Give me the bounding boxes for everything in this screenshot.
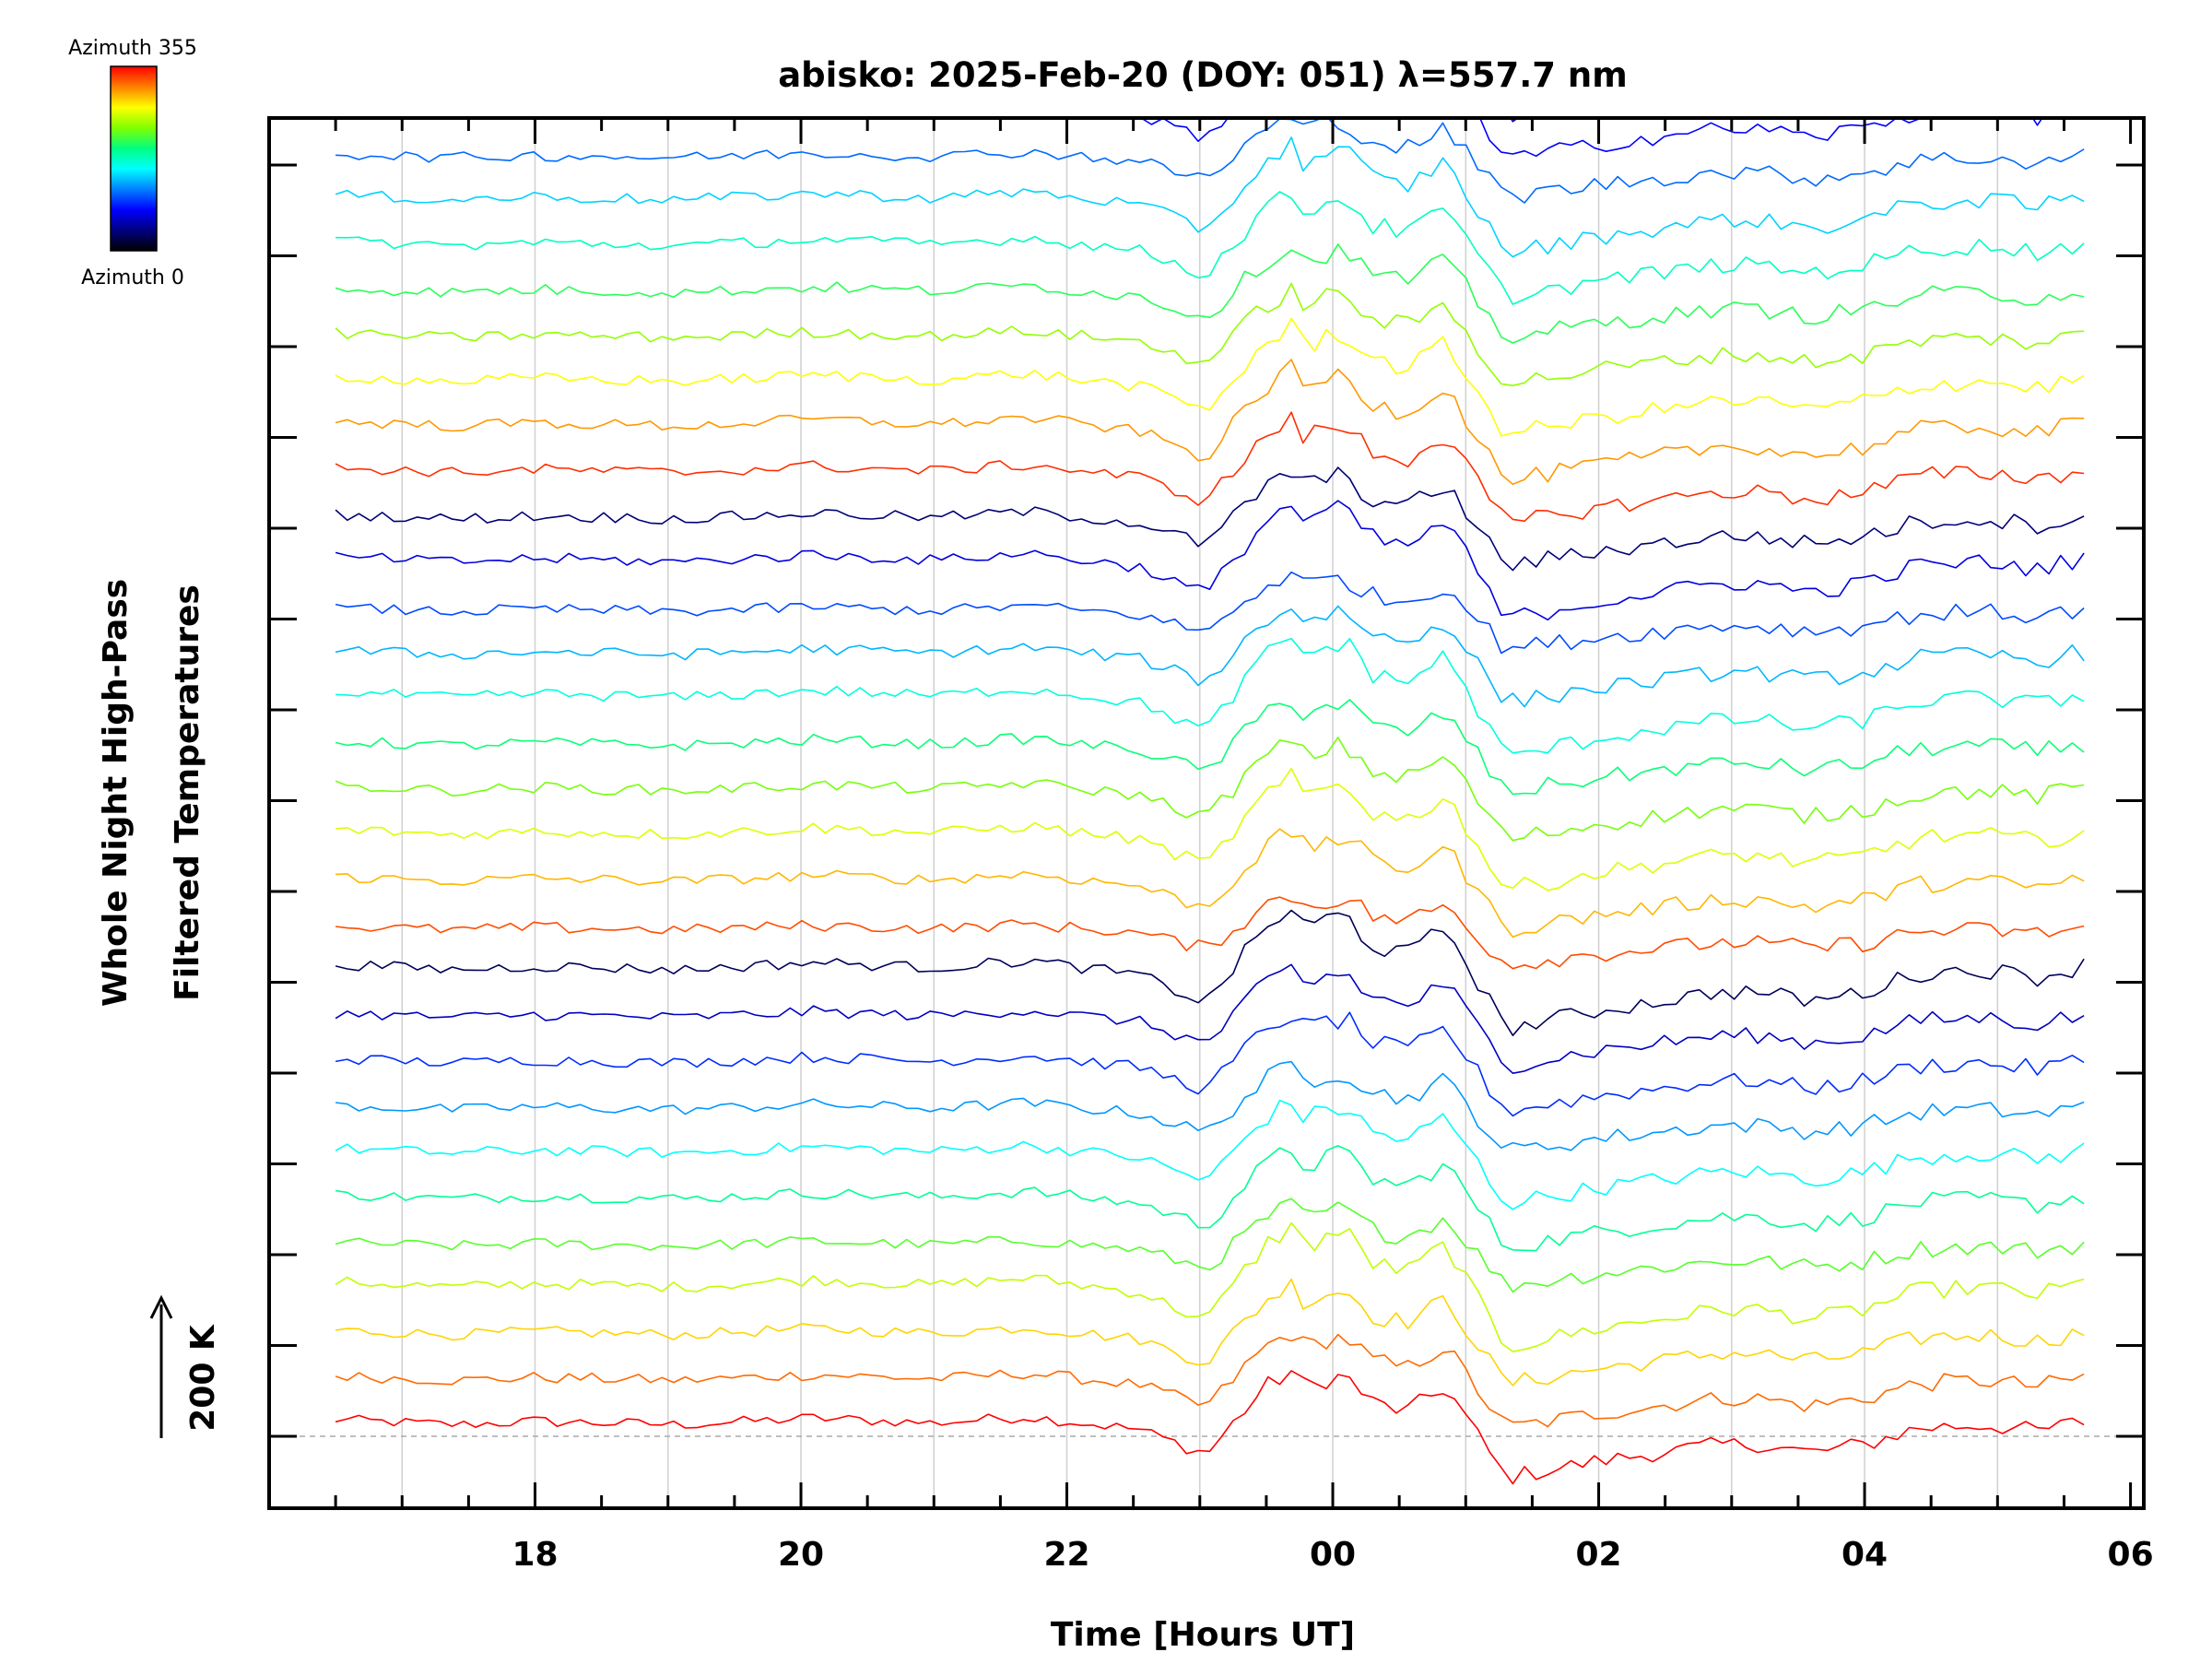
series-line <box>335 317 2085 437</box>
series-line <box>335 571 2085 655</box>
series-line <box>335 191 2085 305</box>
x-tick-label: 00 <box>1310 1536 1356 1574</box>
series-line <box>335 605 2085 708</box>
x-tick-label: 04 <box>1841 1536 1888 1574</box>
series-line <box>335 1099 2085 1210</box>
x-tick-labels: 18 20 22 00 02 04 06 <box>512 1536 2153 1574</box>
series-line <box>335 282 2085 387</box>
colorbar <box>110 65 158 252</box>
series-line <box>335 466 2085 572</box>
series-line <box>335 767 2085 891</box>
x-tick-label: 18 <box>512 1536 558 1574</box>
series-line <box>335 243 2085 344</box>
x-tick-label: 02 <box>1575 1536 1621 1574</box>
series-lines <box>335 118 2085 1485</box>
series-line <box>335 500 2085 621</box>
series-line <box>335 963 2085 1074</box>
series-line <box>335 1060 2085 1151</box>
scale-arrow <box>149 1294 173 1438</box>
series-line <box>335 896 2085 970</box>
x-tick-label: 06 <box>2108 1536 2154 1574</box>
series-line <box>335 736 2085 842</box>
scale-label: 200 K <box>184 1324 222 1432</box>
colorbar-label-top: Azimuth 355 <box>68 37 197 60</box>
series-line <box>335 411 2085 523</box>
series-line <box>335 1011 2085 1117</box>
x-tick-label: 22 <box>1043 1536 1089 1574</box>
axis-ticks <box>269 118 2144 1508</box>
x-axis-label: Time [Hours UT] <box>1051 1616 1355 1654</box>
series-line <box>335 828 2085 938</box>
series-line <box>335 1145 2085 1252</box>
y-axis-label-line1: Whole Night High-Pass <box>97 579 135 1007</box>
series-line <box>335 136 2085 258</box>
chart-title: abisko: 2025-Feb-20 (DOY: 051) λ=557.7 n… <box>778 55 1628 95</box>
series-line <box>335 637 2085 754</box>
series-line <box>335 1221 2085 1352</box>
series-line <box>335 909 2085 1036</box>
y-axis-label-line2: Filtered Temperatures <box>169 584 206 1001</box>
series-line <box>335 1370 2085 1485</box>
series-line <box>335 1278 2085 1387</box>
series-line <box>335 699 2085 796</box>
colorbar-label-bottom: Azimuth 0 <box>81 266 184 289</box>
series-line <box>1139 118 2043 158</box>
series-line <box>335 1198 2085 1293</box>
plot-frame <box>267 116 2146 1510</box>
x-tick-label: 20 <box>778 1536 824 1574</box>
series-line <box>335 359 2085 486</box>
series-line <box>335 1333 2085 1428</box>
grid-lines <box>401 118 1999 1508</box>
series-line <box>335 118 2085 204</box>
